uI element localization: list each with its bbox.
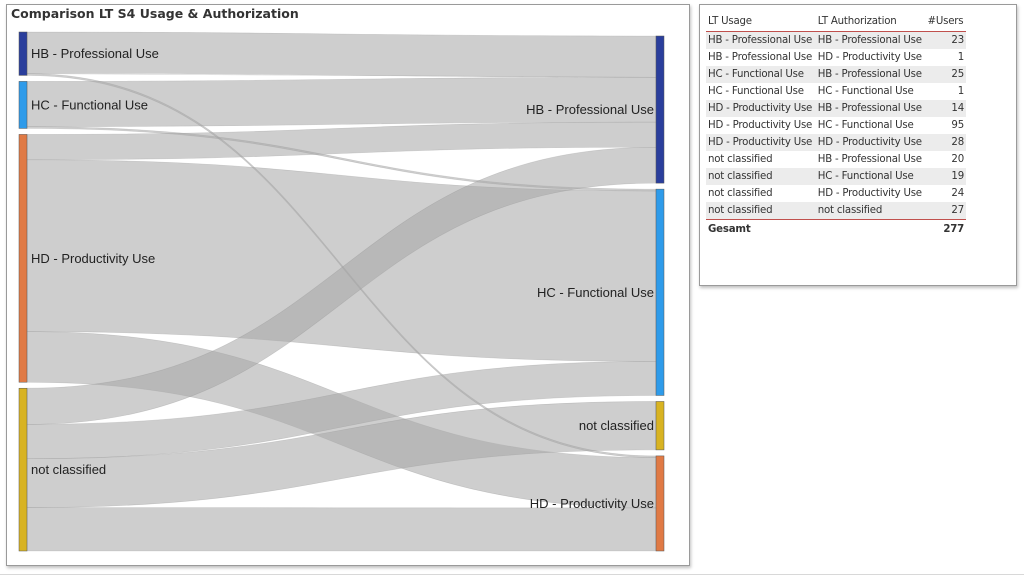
source-node-label-hb: HB - Professional Use bbox=[31, 46, 159, 61]
cell-usage: HD - Productivity Use bbox=[708, 120, 813, 131]
sankey-chart-card: HB - Professional Use HC - Functional Use… bbox=[6, 4, 690, 566]
page-divider bbox=[0, 574, 1024, 575]
source-node-label-hd: HD - Productivity Use bbox=[31, 251, 155, 266]
cell-usage: not classified bbox=[708, 154, 773, 165]
column-header-users[interactable]: #Users bbox=[925, 11, 966, 32]
cell-authorization: HD - Productivity Use bbox=[817, 52, 922, 63]
source-node-hd[interactable] bbox=[18, 134, 28, 383]
column-header-authorization[interactable]: LT Authorization bbox=[815, 11, 926, 32]
target-node-label-hb: HB - Professional Use bbox=[526, 102, 654, 117]
chart-title: Comparison LT S4 Usage & Authorization bbox=[11, 6, 299, 21]
cell-users: 27 bbox=[925, 202, 966, 220]
cell-authorization: HB - Professional Use bbox=[817, 154, 922, 165]
table-row[interactable]: HB - Professional Use HD - Productivity … bbox=[706, 49, 966, 66]
table-header-row: LT Usage LT Authorization #Users bbox=[706, 11, 966, 32]
sankey-chart: HB - Professional Use HC - Functional Use… bbox=[18, 31, 665, 552]
cell-users: 14 bbox=[925, 100, 966, 117]
cell-users: 24 bbox=[951, 188, 964, 199]
table-row[interactable]: not classified HB - Professional Use 20 bbox=[706, 151, 966, 168]
cell-usage: HB - Professional Use bbox=[706, 31, 816, 49]
nodes-layer bbox=[18, 31, 665, 552]
cell-users: 20 bbox=[951, 154, 964, 165]
cell-usage: HC - Functional Use bbox=[708, 86, 804, 97]
cell-usage: HD - Productivity Use bbox=[706, 100, 816, 117]
cell-usage: not classified bbox=[708, 188, 773, 199]
users-table-card: LT Usage LT Authorization #Users HB - Pr… bbox=[699, 4, 1017, 286]
cell-authorization: HB - Professional Use bbox=[815, 100, 926, 117]
cell-authorization: HC - Functional Use bbox=[815, 168, 926, 185]
target-node-label-hc: HC - Functional Use bbox=[537, 285, 654, 300]
target-node-hb[interactable] bbox=[655, 35, 665, 184]
source-node-hc[interactable] bbox=[18, 81, 28, 129]
link-nc-to-hd[interactable] bbox=[26, 507, 657, 552]
table-row[interactable]: HB - Professional Use HB - Professional … bbox=[706, 31, 966, 49]
cell-users: 1 bbox=[957, 86, 964, 97]
table-row[interactable]: HC - Functional Use HC - Functional Use … bbox=[706, 83, 966, 100]
table-total-row: Gesamt 277 bbox=[706, 220, 966, 239]
users-table: LT Usage LT Authorization #Users HB - Pr… bbox=[706, 11, 966, 238]
cell-usage: not classified bbox=[706, 202, 816, 220]
target-node-nc[interactable] bbox=[655, 401, 665, 451]
table-row[interactable]: HD - Productivity Use HD - Productivity … bbox=[706, 134, 966, 151]
total-label: Gesamt bbox=[708, 223, 751, 235]
cell-usage: HD - Productivity Use bbox=[706, 134, 816, 151]
cell-authorization: HC - Functional Use bbox=[817, 120, 914, 131]
table-row[interactable]: HD - Productivity Use HB - Professional … bbox=[706, 100, 966, 117]
cell-authorization: not classified bbox=[815, 202, 926, 220]
link-hd-to-hb[interactable] bbox=[26, 121, 657, 161]
table-row[interactable]: not classified HD - Productivity Use 24 bbox=[706, 185, 966, 202]
column-header-usage[interactable]: LT Usage bbox=[706, 11, 816, 32]
cell-users: 95 bbox=[951, 120, 964, 131]
cell-usage: HC - Functional Use bbox=[706, 66, 816, 83]
labels-layer: HB - Professional Use HC - Functional Use… bbox=[31, 46, 654, 511]
cell-users: 23 bbox=[925, 31, 966, 49]
total-spacer bbox=[816, 220, 926, 239]
source-node-label-nc: not classified bbox=[31, 462, 106, 477]
cell-authorization: HB - Professional Use bbox=[815, 31, 926, 49]
cell-authorization: HC - Functional Use bbox=[817, 86, 914, 97]
cell-authorization: HD - Productivity Use bbox=[817, 188, 922, 199]
cell-authorization: HD - Productivity Use bbox=[815, 134, 926, 151]
cell-usage: HB - Professional Use bbox=[708, 52, 813, 63]
table-row[interactable]: not classified not classified 27 bbox=[706, 202, 966, 220]
cell-users: 25 bbox=[925, 66, 966, 83]
cell-authorization: HB - Professional Use bbox=[815, 66, 926, 83]
table-row[interactable]: HC - Functional Use HB - Professional Us… bbox=[706, 66, 966, 83]
table-row[interactable]: not classified HC - Functional Use 19 bbox=[706, 168, 966, 185]
links-layer bbox=[26, 31, 657, 552]
cell-usage: not classified bbox=[706, 168, 816, 185]
target-node-label-hd: HD - Productivity Use bbox=[530, 496, 654, 511]
table-row[interactable]: HD - Productivity Use HC - Functional Us… bbox=[706, 117, 966, 134]
source-node-label-hc: HC - Functional Use bbox=[31, 97, 148, 112]
target-node-hc[interactable] bbox=[655, 188, 665, 396]
target-node-label-nc: not classified bbox=[579, 418, 654, 433]
cell-users: 19 bbox=[925, 168, 966, 185]
target-node-hd[interactable] bbox=[655, 455, 665, 552]
cell-users: 1 bbox=[957, 52, 964, 63]
total-value: 277 bbox=[943, 223, 964, 235]
cell-users: 28 bbox=[925, 134, 966, 151]
source-node-nc[interactable] bbox=[18, 387, 28, 552]
source-node-hb[interactable] bbox=[18, 31, 28, 76]
